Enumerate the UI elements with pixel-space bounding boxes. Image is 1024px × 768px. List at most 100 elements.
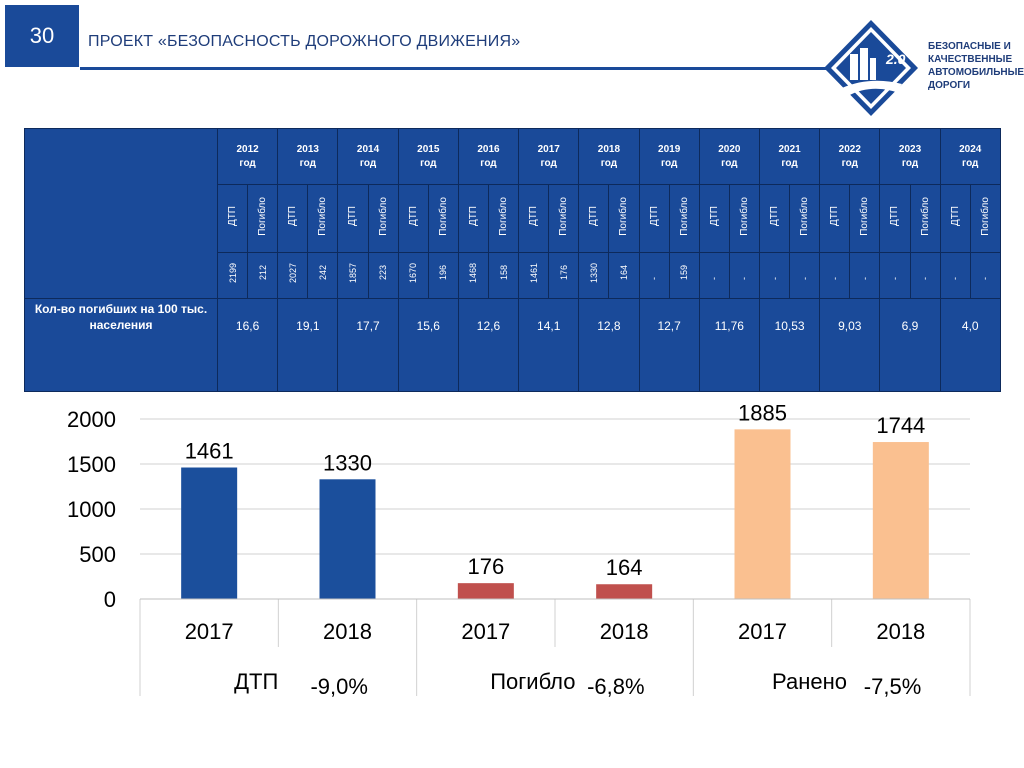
dead-column-label: Погибло xyxy=(548,184,580,253)
dtp-column-label: ДТП xyxy=(758,184,791,253)
column-label-text: ДТП xyxy=(889,205,901,227)
cell-value: 196 xyxy=(438,265,449,281)
cell-value: 1670 xyxy=(408,262,419,284)
x-tick-label: 2017 xyxy=(461,619,510,644)
dtp-column-label: ДТП xyxy=(457,184,489,253)
bar xyxy=(734,429,791,599)
dead-value-cell: 176 xyxy=(548,252,580,299)
cell-value: - xyxy=(709,276,720,280)
title-underline xyxy=(80,67,840,70)
year-number: 2014 xyxy=(356,143,380,155)
dead-column-label: Погибло xyxy=(909,184,941,253)
year-number: 2013 xyxy=(296,143,319,155)
year-header: 2022 год xyxy=(819,128,881,185)
cell-value: 164 xyxy=(618,265,629,281)
year-number: 2015 xyxy=(417,143,440,155)
slide-title: ПРОЕКТ «БЕЗОПАСНОСТЬ ДОРОЖНОГО ДВИЖЕНИЯ» xyxy=(88,33,521,50)
year-number: 2021 xyxy=(778,143,801,155)
cell-value: - xyxy=(829,276,840,280)
year-word: год xyxy=(480,157,497,169)
year-header: 2013 год xyxy=(277,128,339,185)
cell-value: 1330 xyxy=(588,262,599,284)
rate-value-cell: 4,0 xyxy=(939,298,1001,392)
year-number: 2019 xyxy=(658,143,681,155)
x-tick-label: 2018 xyxy=(600,619,649,644)
dead-value-cell: - xyxy=(789,252,821,299)
column-label-text: ДТП xyxy=(227,205,239,227)
dead-value-cell: - xyxy=(728,252,760,299)
column-label-text: ДТП xyxy=(588,205,600,227)
dtp-column-label: ДТП xyxy=(939,184,971,253)
dtp-column-label: ДТП xyxy=(216,184,249,253)
y-tick-label: 2000 xyxy=(67,407,116,432)
dtp-column-label: ДТП xyxy=(337,184,369,253)
column-label-text: ДТП xyxy=(467,205,479,227)
column-label-text: Погибло xyxy=(498,196,510,236)
rate-value-cell: 15,6 xyxy=(397,298,459,392)
column-label-text: Погибло xyxy=(317,196,329,236)
year-header: 2012 год xyxy=(216,128,279,185)
year-number: 2023 xyxy=(898,143,922,155)
x-tick-label: 2018 xyxy=(323,619,372,644)
column-label-text: Погибло xyxy=(979,196,991,236)
column-label-text: ДТП xyxy=(347,205,359,227)
column-label-text: Погибло xyxy=(257,196,269,236)
dead-column-label: Погибло xyxy=(849,184,881,253)
dead-column-label: Погибло xyxy=(487,184,520,253)
year-number: 2024 xyxy=(959,143,982,155)
rate-value-cell: 9,03 xyxy=(819,298,881,392)
column-label-text: ДТП xyxy=(528,205,540,227)
year-header: 2015 год xyxy=(397,128,459,185)
dtp-column-label: ДТП xyxy=(518,184,550,253)
bar-value-label: 1330 xyxy=(323,450,372,475)
cell-value: 158 xyxy=(498,265,509,281)
dead-column-label: Погибло xyxy=(728,184,760,253)
rate-value-cell: 12,6 xyxy=(457,298,520,392)
year-header: 2024 год xyxy=(939,128,1001,185)
cell-value: 2027 xyxy=(287,262,298,284)
year-header: 2017 год xyxy=(518,128,580,185)
logo-caption: БЕЗОПАСНЫЕ И КАЧЕСТВЕННЫЕ АВТОМОБИЛЬНЫЕ … xyxy=(928,40,1024,92)
year-header: 2023 год xyxy=(879,128,941,185)
year-word: год xyxy=(721,157,738,169)
bar xyxy=(181,467,238,599)
bar-value-label: 164 xyxy=(606,555,643,580)
bar xyxy=(872,442,929,599)
year-word: год xyxy=(359,157,377,169)
dead-value-cell: 196 xyxy=(427,252,459,299)
dead-value-cell: - xyxy=(849,252,881,299)
column-label-text: ДТП xyxy=(949,205,961,227)
group-change-label: -6,8% xyxy=(587,674,644,699)
logo-line: ДОРОГИ xyxy=(928,80,971,91)
year-word: год xyxy=(841,157,858,169)
column-label-text: Погибло xyxy=(558,196,570,236)
dead-column-label: Погибло xyxy=(668,184,700,253)
dtp-column-label: ДТП xyxy=(397,184,429,253)
year-word: год xyxy=(239,157,256,169)
rate-value-cell: 16,6 xyxy=(216,298,279,392)
year-number: 2020 xyxy=(718,143,741,155)
group-label: Ранено xyxy=(772,669,847,694)
rate-value-cell: 12,8 xyxy=(578,298,640,392)
year-number: 2012 xyxy=(236,143,259,155)
rate-value-cell: 11,76 xyxy=(698,298,760,392)
dead-column-label: Погибло xyxy=(969,184,1001,253)
year-header: 2014 год xyxy=(337,128,399,185)
bar-value-label: 176 xyxy=(467,554,504,579)
dead-column-label: Погибло xyxy=(247,184,279,253)
dtp-column-label: ДТП xyxy=(819,184,851,253)
accident-bar-chart: 0 500 1000 1500 2000 1461 2017 1330 2018 ДТП -9,0%… xyxy=(67,400,971,699)
rate-value-cell: 10,53 xyxy=(758,298,821,392)
dtp-column-label: ДТП xyxy=(277,184,309,253)
cell-value: 1468 xyxy=(468,262,479,284)
dtp-value-cell: 1468 xyxy=(457,252,489,299)
column-label-text: ДТП xyxy=(287,205,299,227)
dtp-value-cell: 1330 xyxy=(578,252,610,299)
dead-column-label: Погибло xyxy=(367,184,399,253)
column-label-text: Погибло xyxy=(437,196,449,236)
bar xyxy=(457,583,514,599)
cell-value: 212 xyxy=(257,265,268,281)
bar xyxy=(596,584,653,599)
dead-value-cell: 212 xyxy=(247,252,279,299)
bar-value-label: 1744 xyxy=(876,413,925,438)
